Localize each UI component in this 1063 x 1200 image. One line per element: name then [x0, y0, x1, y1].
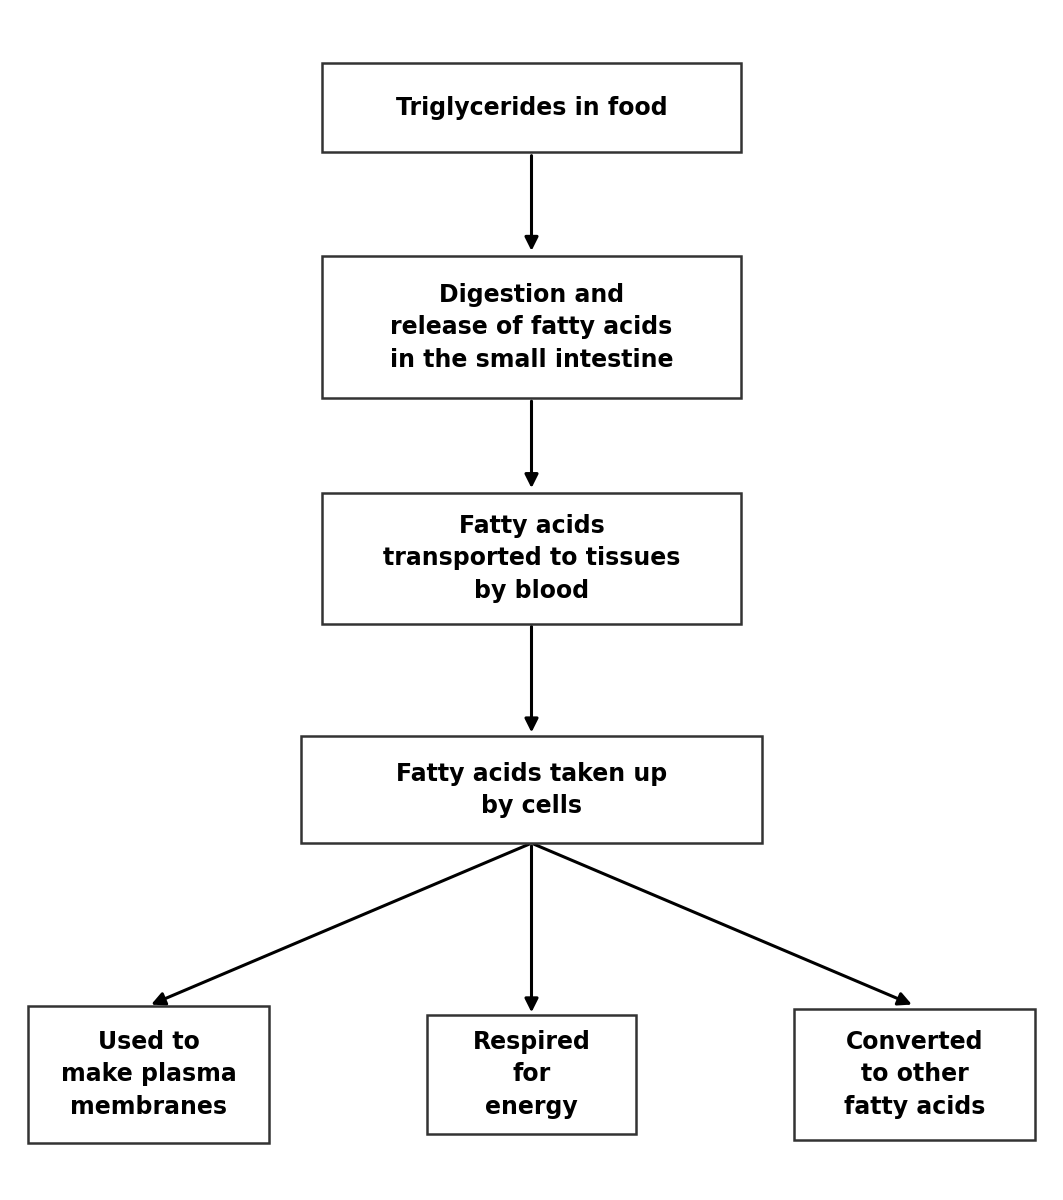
Text: Digestion and
release of fatty acids
in the small intestine: Digestion and release of fatty acids in …	[390, 283, 673, 372]
Text: Fatty acids taken up
by cells: Fatty acids taken up by cells	[395, 762, 668, 818]
Text: Triglycerides in food: Triglycerides in food	[395, 96, 668, 120]
FancyBboxPatch shape	[322, 493, 741, 624]
Text: Respired
for
energy: Respired for energy	[473, 1030, 590, 1118]
FancyBboxPatch shape	[794, 1009, 1035, 1140]
Text: Used to
make plasma
membranes: Used to make plasma membranes	[61, 1030, 236, 1118]
FancyBboxPatch shape	[28, 1007, 269, 1142]
Text: Fatty acids
transported to tissues
by blood: Fatty acids transported to tissues by bl…	[383, 514, 680, 604]
FancyBboxPatch shape	[322, 64, 741, 152]
FancyBboxPatch shape	[426, 1015, 637, 1134]
FancyBboxPatch shape	[322, 256, 741, 398]
Text: Converted
to other
fatty acids: Converted to other fatty acids	[844, 1030, 985, 1118]
FancyBboxPatch shape	[301, 737, 762, 844]
